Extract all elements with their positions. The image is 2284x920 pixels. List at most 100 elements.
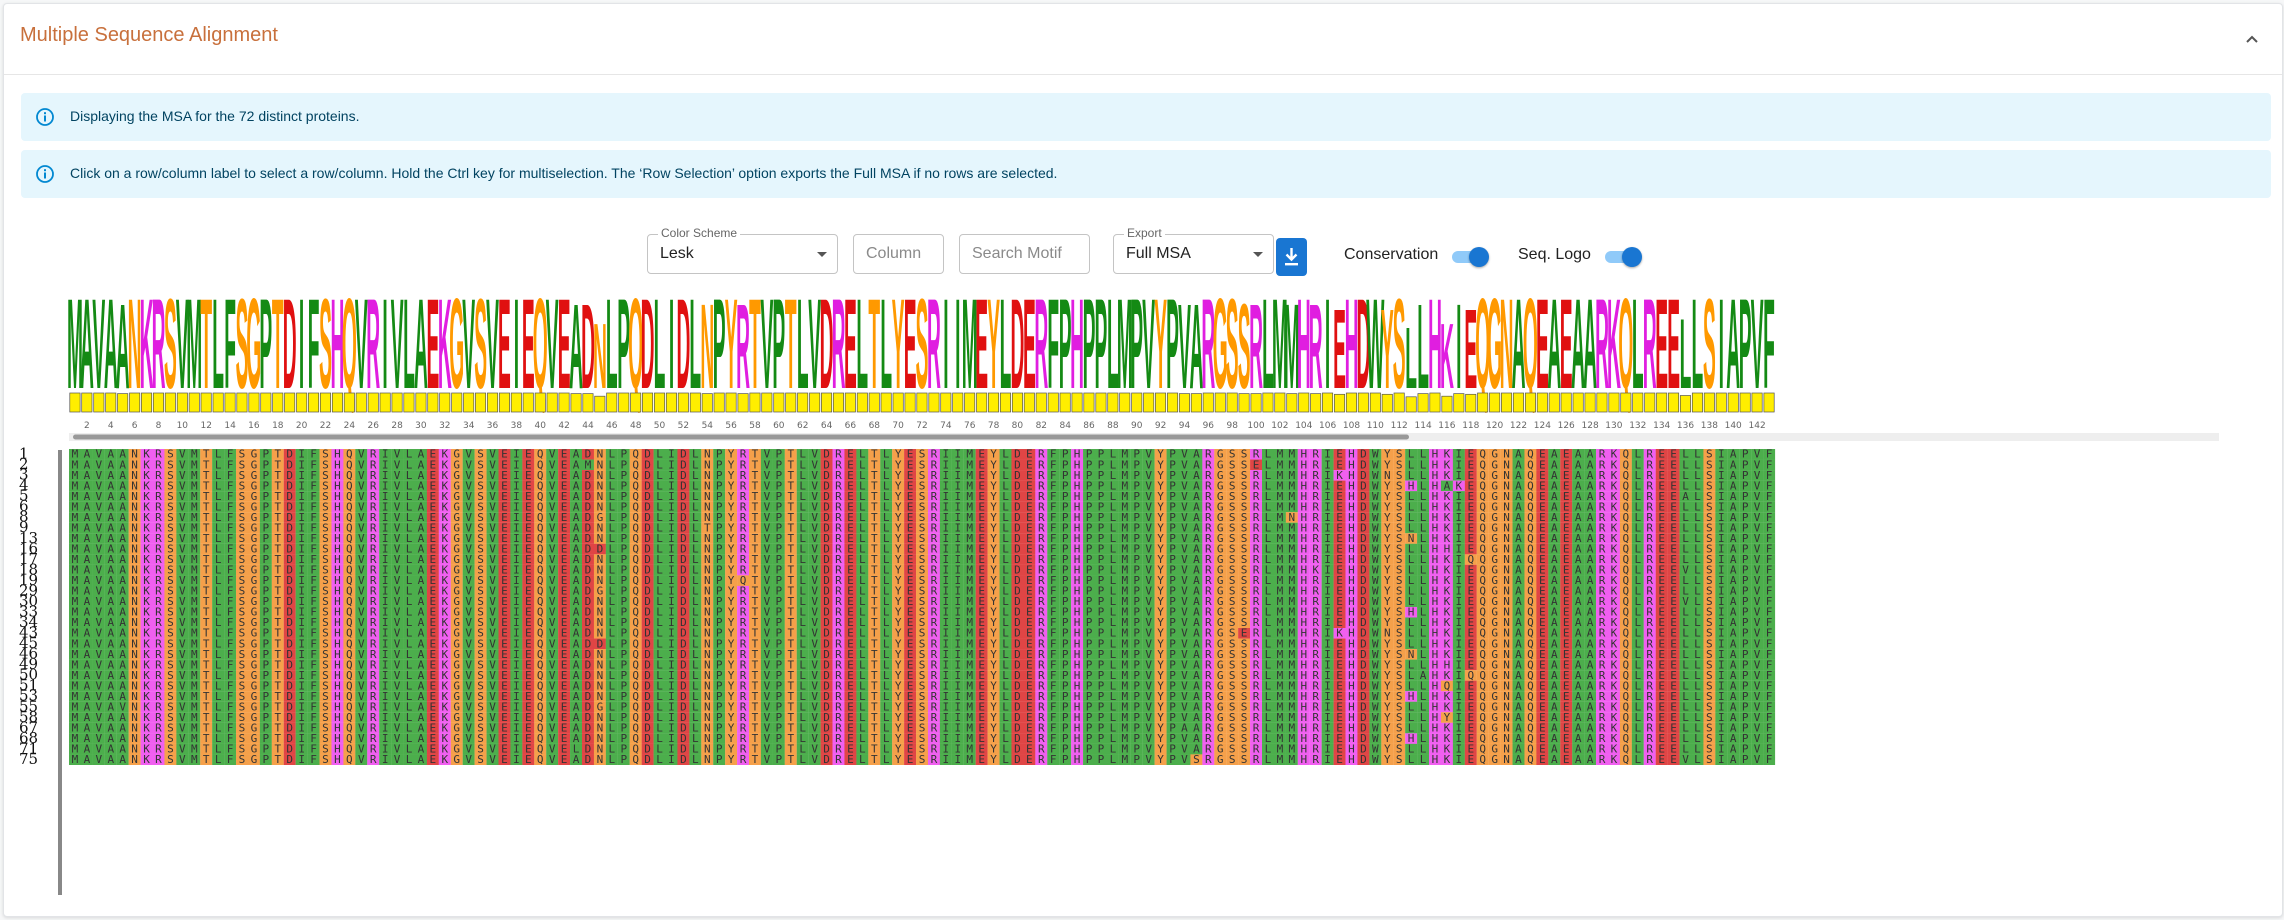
column-label[interactable]: 2 (84, 421, 90, 431)
column-label[interactable]: 90 (1131, 421, 1143, 431)
column-label[interactable]: 64 (821, 421, 833, 431)
column-label[interactable]: 80 (1012, 421, 1024, 431)
conservation-bar (999, 392, 1011, 413)
column-label[interactable]: 48 (630, 421, 642, 431)
column-label[interactable]: 46 (606, 421, 618, 431)
color-scheme-select[interactable]: Color Scheme Lesk (647, 226, 838, 274)
residue-letter: V (179, 458, 186, 471)
column-label[interactable]: 110 (1367, 421, 1384, 431)
column-label[interactable]: 28 (391, 421, 403, 431)
column-label[interactable]: 142 (1749, 421, 1766, 431)
conservation-bar (1083, 392, 1095, 413)
seq-logo-toggle[interactable] (1605, 247, 1643, 267)
panel-header[interactable]: Multiple Sequence Alignment (4, 4, 2282, 75)
column-label[interactable]: 12 (200, 421, 211, 431)
column-label[interactable]: 116 (1438, 421, 1455, 431)
residue-cell (772, 449, 785, 460)
row-label[interactable]: 2 (19, 455, 29, 473)
column-label[interactable]: 30 (415, 421, 427, 431)
column-label[interactable]: 74 (940, 421, 952, 431)
column-label[interactable]: 140 (1725, 421, 1742, 431)
column-label[interactable]: 40 (534, 421, 546, 431)
column-label[interactable]: 118 (1462, 421, 1479, 431)
column-label[interactable]: 122 (1510, 421, 1527, 431)
column-label[interactable]: 78 (988, 421, 1000, 431)
column-label[interactable]: 138 (1701, 421, 1718, 431)
column-label[interactable]: 66 (845, 421, 857, 431)
column-label[interactable]: 88 (1107, 421, 1119, 431)
column-label[interactable]: 20 (296, 421, 308, 431)
column-label[interactable]: 32 (439, 421, 450, 431)
column-label[interactable]: 96 (1203, 421, 1215, 431)
column-label[interactable]: 4 (108, 421, 114, 431)
column-label[interactable]: 60 (773, 421, 785, 431)
column-label[interactable]: 36 (487, 421, 499, 431)
residue-cell (522, 449, 535, 460)
column-label[interactable]: 84 (1059, 421, 1071, 431)
column-label[interactable]: 22 (320, 421, 331, 431)
residue-cell (259, 470, 272, 481)
column-label[interactable]: 98 (1226, 421, 1238, 431)
column-label[interactable]: 8 (156, 421, 162, 431)
column-label[interactable]: 100 (1247, 421, 1264, 431)
column-label[interactable]: 128 (1582, 421, 1599, 431)
column-label[interactable]: 134 (1653, 421, 1670, 431)
logo-letter: L (1417, 280, 1429, 414)
residue-letter: L (656, 458, 663, 471)
residue-letter: P (1098, 448, 1105, 461)
column-label[interactable]: 62 (797, 421, 808, 431)
residue-cell (927, 459, 940, 471)
column-label[interactable]: 38 (511, 421, 523, 431)
residue-cell (1763, 459, 1776, 471)
column-label[interactable]: 94 (1179, 421, 1191, 431)
column-label[interactable]: 68 (869, 421, 881, 431)
column-label[interactable]: 14 (224, 421, 236, 431)
conservation-bar (1119, 392, 1131, 413)
column-label[interactable]: 58 (749, 421, 761, 431)
column-label[interactable]: 18 (272, 421, 284, 431)
column-label[interactable]: 102 (1271, 421, 1288, 431)
column-label[interactable]: 132 (1629, 421, 1646, 431)
download-button[interactable] (1276, 238, 1307, 276)
column-label[interactable]: 52 (678, 421, 689, 431)
column-label[interactable]: 50 (654, 421, 666, 431)
column-label[interactable]: 54 (702, 421, 714, 431)
conservation-toggle[interactable] (1452, 247, 1490, 267)
column-label[interactable]: 104 (1295, 421, 1312, 431)
column-label[interactable]: 44 (582, 421, 594, 431)
column-label[interactable]: 114 (1415, 421, 1432, 431)
column-label[interactable]: 6 (132, 421, 138, 431)
column-label[interactable]: 56 (725, 421, 737, 431)
column-label[interactable]: 42 (558, 421, 569, 431)
collapse-chevron-icon[interactable] (2240, 28, 2264, 52)
column-label[interactable]: 126 (1558, 421, 1575, 431)
search-motif-input[interactable]: Search Motif (959, 234, 1090, 274)
msa-vertical-scrollbar-thumb[interactable] (58, 450, 62, 895)
column-label[interactable]: 16 (248, 421, 260, 431)
column-label[interactable]: 106 (1319, 421, 1336, 431)
column-label[interactable]: 72 (916, 421, 927, 431)
column-label[interactable]: 26 (367, 421, 379, 431)
column-label[interactable]: 120 (1486, 421, 1503, 431)
column-label[interactable]: 86 (1083, 421, 1095, 431)
row-label[interactable]: 1 (19, 445, 29, 463)
column-label[interactable]: 24 (344, 421, 356, 431)
column-label[interactable]: 34 (463, 421, 475, 431)
column-label[interactable]: 70 (892, 421, 904, 431)
column-label[interactable]: 108 (1343, 421, 1360, 431)
column-label[interactable]: 124 (1534, 421, 1551, 431)
residue-cell (713, 470, 726, 481)
column-label[interactable]: 82 (1036, 421, 1047, 431)
column-label[interactable]: 130 (1605, 421, 1622, 431)
column-label[interactable]: 136 (1677, 421, 1694, 431)
column-label[interactable]: 92 (1155, 421, 1166, 431)
column-input[interactable]: Column (853, 234, 944, 274)
column-label[interactable]: 76 (964, 421, 976, 431)
row-label[interactable]: 3 (19, 466, 29, 484)
conservation-bar (916, 392, 928, 413)
column-label[interactable]: 112 (1391, 421, 1408, 431)
export-select[interactable]: Export Full MSA (1113, 226, 1274, 274)
msa-horizontal-scrollbar-thumb[interactable] (73, 434, 1409, 440)
column-label[interactable]: 10 (177, 421, 189, 431)
